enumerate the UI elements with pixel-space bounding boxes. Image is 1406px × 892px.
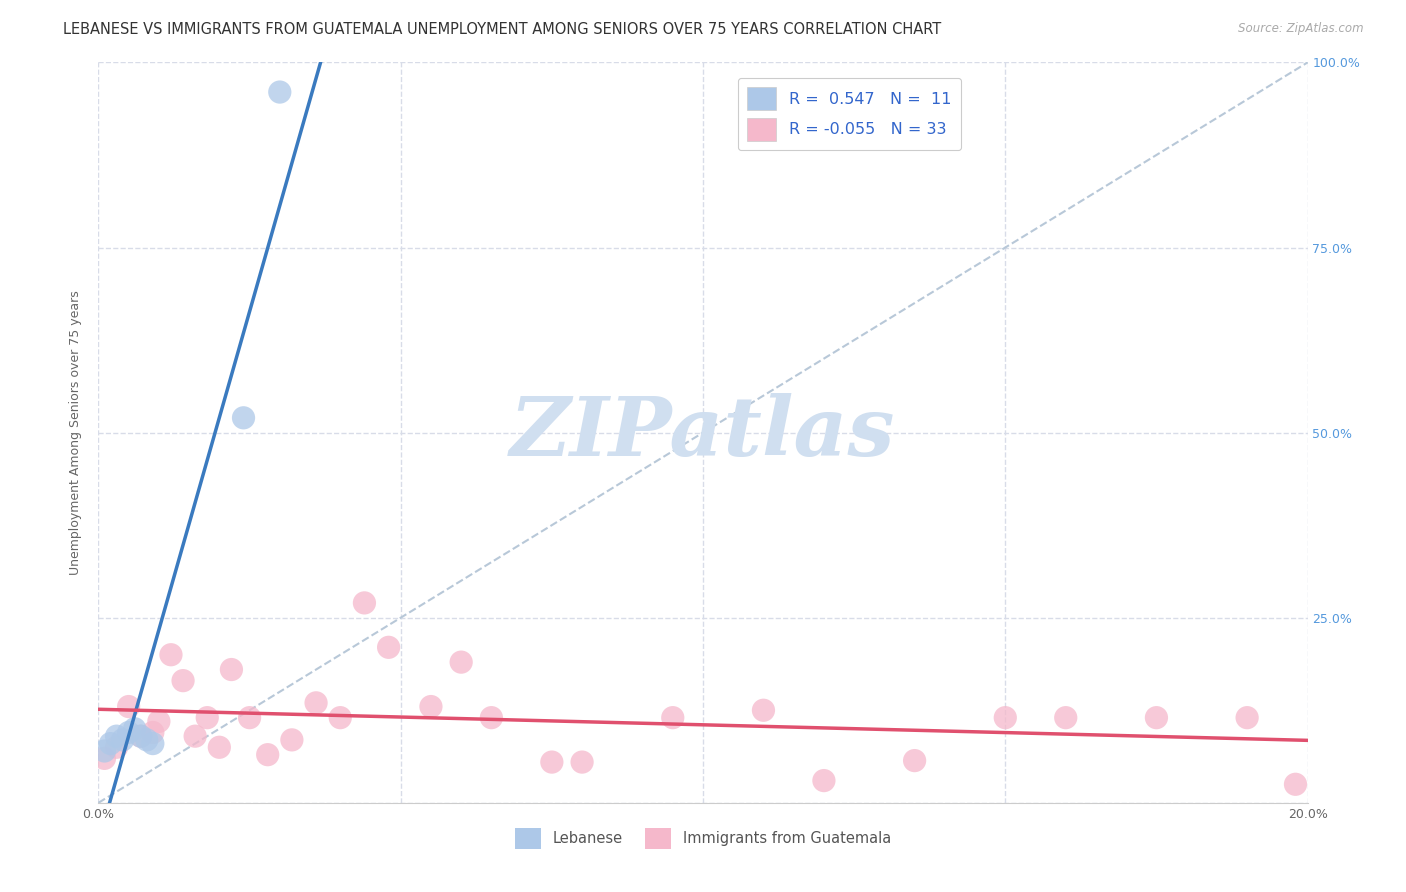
Point: [1054, 711, 1077, 725]
Point: [420, 699, 443, 714]
Point: [160, 648, 183, 662]
Point: [256, 747, 278, 762]
Point: [142, 725, 165, 739]
Point: [994, 711, 1017, 725]
Point: [305, 696, 328, 710]
Point: [100, 737, 122, 751]
Point: [118, 699, 141, 714]
Point: [232, 410, 254, 425]
Point: [118, 725, 141, 739]
Point: [281, 732, 304, 747]
Point: [142, 737, 165, 751]
Point: [329, 711, 352, 725]
Point: [148, 714, 170, 729]
Point: [661, 711, 683, 725]
Point: [1284, 777, 1306, 791]
Point: [540, 755, 562, 769]
Point: [111, 732, 134, 747]
Point: [481, 711, 503, 725]
Point: [124, 722, 146, 736]
Point: [450, 655, 472, 669]
Point: [93, 744, 115, 758]
Point: [129, 729, 152, 743]
Point: [1144, 711, 1167, 725]
Point: [105, 740, 128, 755]
Point: [752, 703, 775, 717]
Text: ZIPatlas: ZIPatlas: [510, 392, 896, 473]
Point: [239, 711, 262, 725]
Point: [1236, 711, 1258, 725]
Point: [813, 773, 835, 788]
Point: [135, 732, 157, 747]
Point: [221, 663, 243, 677]
Point: [184, 729, 207, 743]
Point: [269, 85, 291, 99]
Y-axis label: Unemployment Among Seniors over 75 years: Unemployment Among Seniors over 75 years: [69, 290, 82, 575]
Point: [172, 673, 194, 688]
Point: [93, 751, 115, 765]
Point: [377, 640, 399, 655]
Legend: Lebanese, Immigrants from Guatemala: Lebanese, Immigrants from Guatemala: [509, 822, 897, 855]
Point: [195, 711, 218, 725]
Point: [904, 754, 927, 768]
Text: Source: ZipAtlas.com: Source: ZipAtlas.com: [1239, 22, 1364, 36]
Point: [571, 755, 593, 769]
Text: LEBANESE VS IMMIGRANTS FROM GUATEMALA UNEMPLOYMENT AMONG SENIORS OVER 75 YEARS C: LEBANESE VS IMMIGRANTS FROM GUATEMALA UN…: [63, 22, 942, 37]
Point: [105, 729, 128, 743]
Point: [129, 729, 152, 743]
Point: [208, 740, 231, 755]
Point: [353, 596, 375, 610]
